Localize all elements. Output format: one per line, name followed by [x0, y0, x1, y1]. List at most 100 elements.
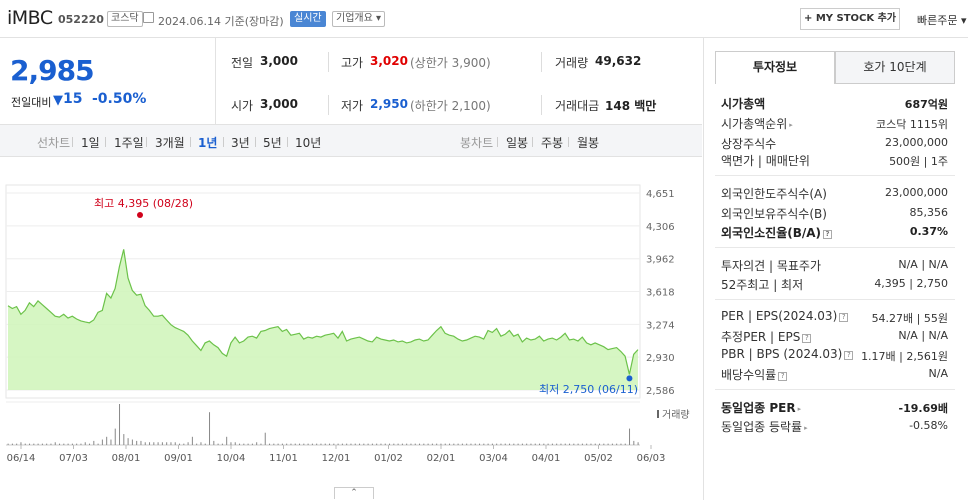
volume-bar: [474, 443, 476, 445]
period-10y[interactable]: 10년: [295, 136, 322, 150]
y-tick-label: 4,306: [646, 222, 675, 233]
y-tick-label: 4,651: [646, 189, 675, 200]
volume-bar: [179, 443, 181, 445]
candle-daily[interactable]: 일봉: [506, 136, 529, 150]
volume-bar: [307, 443, 309, 445]
volume-bar: [187, 442, 189, 445]
help-icon[interactable]: ?: [844, 351, 854, 360]
volume-bar: [534, 443, 536, 445]
divider: [255, 137, 256, 147]
foreign-ratio-value: 0.37%: [909, 225, 948, 238]
volume-bar: [63, 443, 65, 445]
price-basis-date: 2024.06.14 기준(장마감): [158, 15, 284, 28]
volume-bar: [337, 443, 339, 445]
volume-bar: [629, 428, 631, 445]
per-eps-label: PER | EPS(2024.03)?: [721, 309, 849, 323]
market-cap-rank-label[interactable]: 시가총액순위 ▸: [721, 115, 793, 132]
period-3y[interactable]: 3년: [231, 136, 250, 150]
volume-bar: [59, 443, 61, 445]
volume-bar: [419, 443, 421, 445]
help-icon[interactable]: ?: [778, 372, 788, 381]
foreign-holding-label: 외국인보유주식수(B): [721, 207, 827, 221]
divider: [715, 247, 955, 248]
volume-bars: [7, 404, 639, 445]
tab-order-book[interactable]: 호가 10단계: [835, 51, 955, 84]
volume-bar: [209, 412, 211, 445]
volume-bar: [131, 439, 133, 445]
help-icon[interactable]: ?: [823, 230, 833, 239]
volume-bar: [149, 442, 151, 445]
sector-change-label[interactable]: 동일업종 등락률 ▸: [721, 418, 808, 435]
volume-bar: [444, 443, 446, 445]
y-tick-label: 3,962: [646, 255, 675, 266]
change-amount: 15: [63, 91, 83, 107]
volume-bar: [397, 443, 399, 445]
foreign-limit-value: 23,000,000: [885, 186, 948, 199]
volume-bar: [110, 439, 112, 445]
line-chart-label: 선차트: [37, 136, 71, 150]
help-icon[interactable]: ?: [802, 334, 812, 343]
open-value: 3,000: [260, 97, 298, 111]
company-overview-dropdown[interactable]: 기업개요 ▾: [332, 11, 385, 27]
dividend-label: 배당수익률?: [721, 366, 788, 383]
volume-bar: [491, 443, 493, 445]
volume-bar: [363, 443, 365, 445]
volume-bar: [251, 443, 253, 445]
volume-bar: [624, 443, 626, 445]
volume-bar: [226, 436, 228, 445]
dividend-value: N/A: [928, 367, 948, 380]
volume-bar: [299, 443, 301, 445]
volume-bar: [543, 443, 545, 445]
y-tick-label: 3,618: [646, 288, 675, 299]
listed-shares-value: 23,000,000: [885, 136, 948, 149]
candle-monthly[interactable]: 월봉: [577, 136, 600, 150]
tab-investment-info[interactable]: 투자정보: [715, 51, 835, 84]
volume-bar: [33, 443, 35, 445]
period-5y[interactable]: 5년: [263, 136, 282, 150]
period-1d[interactable]: 1일: [81, 136, 100, 150]
volume-bar: [256, 442, 258, 445]
prev-close-label: 전일: [231, 56, 254, 70]
chart-expand-button[interactable]: ⌃: [334, 487, 374, 499]
y-tick-label: 3,274: [646, 320, 675, 331]
volume-bar: [573, 443, 575, 445]
volume-bar: [264, 432, 266, 445]
high-value: 3,020: [370, 54, 408, 68]
volume-bar: [294, 443, 296, 445]
candle-weekly[interactable]: 주봉: [541, 136, 564, 150]
foreign-holding-value: 85,356: [909, 206, 949, 219]
volume-bar: [637, 442, 639, 445]
period-1y[interactable]: 1년: [198, 136, 218, 150]
volume-bar: [239, 443, 241, 445]
divider: [146, 137, 147, 147]
est-per-value: N/A | N/A: [898, 329, 948, 342]
add-mystock-button[interactable]: + MY STOCK 추가: [800, 8, 900, 30]
volume-bar: [281, 443, 283, 445]
quick-order-dropdown[interactable]: 빠른주문 ▾: [917, 14, 967, 27]
volume-bar: [401, 443, 403, 445]
calendar-icon: [143, 12, 154, 23]
volume-bar: [157, 442, 159, 445]
pbr-bps-text: PBR | BPS (2024.03): [721, 347, 843, 361]
foreign-ratio-label: 외국인소진율(B/A)?: [721, 224, 833, 241]
volume-bar: [153, 442, 155, 445]
volume-bar: [607, 443, 609, 445]
volume-bar: [290, 443, 292, 445]
sector-change-text: 동일업종 등락률: [721, 420, 803, 434]
period-3m[interactable]: 3개월: [155, 136, 185, 150]
volume-bar: [213, 440, 215, 445]
opinion-label: 투자의견 | 목표주가: [721, 259, 821, 273]
foreign-limit-label: 외국인한도주식수(A): [721, 187, 827, 201]
x-tick-label: 03/04: [479, 453, 508, 464]
y-tick-label: 2,930: [646, 353, 675, 364]
sector-per-label[interactable]: 동일업종 PER ▸: [721, 399, 801, 416]
price-chart[interactable]: 4,651 4,306 3,962 3,618 3,274 2,930 2,586 06/14…: [0, 157, 702, 487]
help-icon[interactable]: ?: [839, 313, 849, 322]
period-1w[interactable]: 1주일: [114, 136, 144, 150]
realtime-badge[interactable]: 실시간: [290, 11, 326, 27]
high-label: 고가: [341, 56, 364, 70]
volume-bar: [269, 443, 271, 445]
volume-bar: [24, 443, 26, 445]
volume-bar: [436, 443, 438, 445]
x-tick-label: 06/03: [637, 453, 666, 464]
